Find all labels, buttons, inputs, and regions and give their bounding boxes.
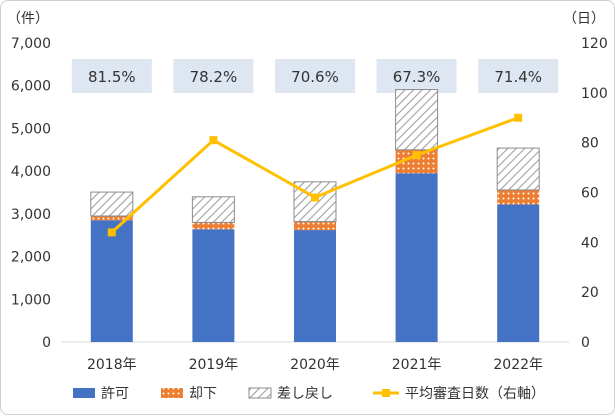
line-point	[311, 193, 319, 202]
line-point	[412, 151, 421, 160]
line-point	[209, 136, 218, 145]
left-tick-label: 5,000	[11, 121, 51, 137]
bar-segment	[192, 229, 235, 342]
legend-item: 差し戻し	[248, 386, 333, 402]
x-tick-label: 2020年	[290, 357, 340, 373]
right-tick-label: 40	[581, 235, 599, 251]
x-tick-label: 2022年	[493, 357, 543, 373]
bar-segment	[191, 196, 235, 223]
x-tick-label: 2021年	[392, 357, 442, 373]
rate-label-text: 67.3%	[393, 68, 441, 86]
bar-segment	[192, 222, 235, 230]
x-axis: 2018年 2019年 2020年 2021年 2022年	[87, 357, 543, 373]
line-series	[107, 113, 523, 237]
legend-label: 許可	[101, 386, 129, 402]
legend-label: 平均審査日数（右軸）	[405, 386, 545, 402]
left-axis: （件） 0 1,000 2,000 3,000 4,000 5,000 6,000 7,000	[7, 11, 51, 351]
bar-segment	[497, 189, 540, 205]
rate-labels: 81.5% 78.2% 70.6% 67.3% 71.4%	[71, 59, 559, 93]
rate-label-text: 71.4%	[494, 68, 542, 86]
right-tick-label: 20	[581, 285, 599, 301]
bar-segment	[395, 89, 439, 151]
rate-label-text: 81.5%	[88, 68, 136, 86]
left-tick-label: 4,000	[11, 164, 51, 180]
rate-label: 81.5%	[71, 59, 152, 93]
right-tick-label: 100	[581, 86, 608, 102]
legend-swatch	[73, 388, 95, 398]
bar-segment	[496, 147, 540, 191]
legend-marker	[382, 389, 390, 397]
left-tick-label: 0	[42, 335, 51, 351]
legend: 許可 却下 差し戻し 平均審査日数（右軸）	[73, 386, 545, 402]
bar-segment	[497, 204, 540, 342]
bar-segment	[294, 230, 336, 342]
legend-item: 許可	[73, 386, 129, 402]
rate-label: 70.6%	[275, 59, 355, 93]
rate-label-box	[376, 59, 457, 93]
bar-segment	[90, 191, 134, 217]
right-tick-label: 60	[581, 186, 599, 202]
line-point	[514, 113, 523, 122]
left-tick-label: 6,000	[11, 79, 51, 95]
rate-label-text: 70.6%	[291, 68, 339, 86]
rate-label-box	[173, 59, 254, 93]
rate-label-box	[71, 59, 152, 93]
right-axis: （日） 0 20 40 60 80 100 120	[563, 11, 608, 351]
right-tick-label: 0	[581, 335, 590, 351]
line-point	[107, 228, 116, 237]
left-tick-label: 3,000	[11, 207, 51, 223]
legend-item: 却下	[161, 386, 217, 402]
x-tick-label: 2019年	[189, 357, 239, 373]
rate-label-text: 78.2%	[190, 68, 238, 86]
legend-swatch	[161, 388, 183, 398]
rate-label: 71.4%	[478, 59, 559, 93]
right-tick-label: 80	[581, 136, 599, 152]
x-tick-label: 2018年	[87, 357, 137, 373]
rate-label: 78.2%	[173, 59, 254, 93]
left-tick-label: 2,000	[11, 250, 51, 266]
bar-segment	[90, 220, 133, 342]
rate-label: 67.3%	[376, 59, 457, 93]
right-axis-unit: （日）	[563, 11, 605, 27]
legend-item: 平均審査日数（右軸）	[373, 386, 545, 402]
rate-label-box	[275, 59, 355, 93]
right-tick-label: 120	[581, 36, 608, 52]
left-axis-unit: （件）	[7, 11, 49, 27]
bar-segment	[395, 149, 438, 174]
bar-segment	[294, 221, 336, 231]
legend-swatch	[248, 387, 272, 399]
bar-segment	[395, 173, 438, 342]
rate-label-box	[478, 59, 559, 93]
legend-label: 差し戻し	[277, 386, 333, 402]
left-tick-label: 1,000	[11, 292, 51, 308]
bars	[90, 89, 540, 342]
legend-label: 却下	[189, 386, 217, 402]
bar-segment	[90, 215, 133, 221]
left-tick-label: 7,000	[11, 36, 51, 52]
